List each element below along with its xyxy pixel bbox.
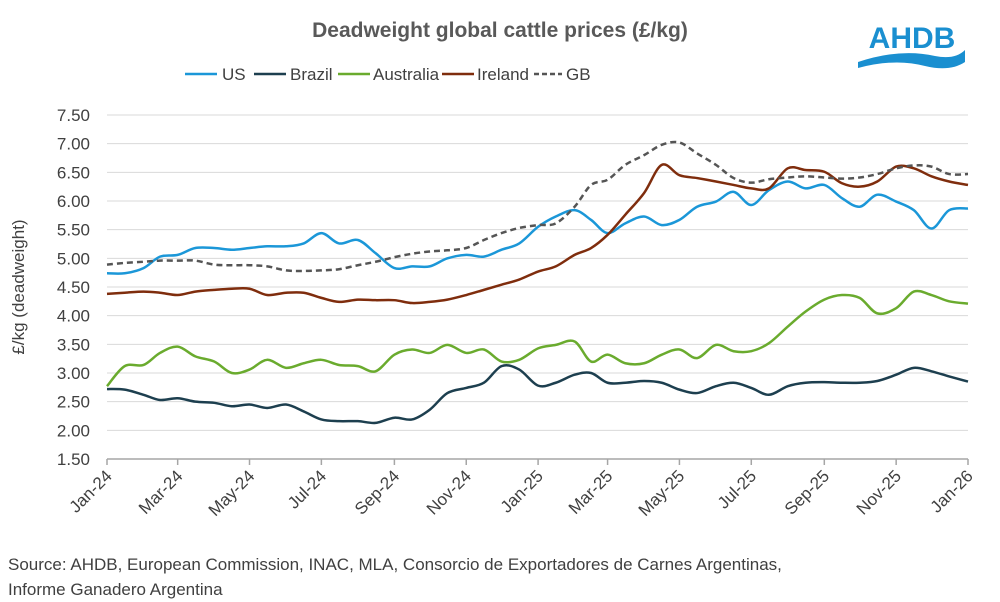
series-lines <box>106 140 969 425</box>
y-tick-label: 3.00 <box>57 364 90 383</box>
x-tick-label: Jul-25 <box>714 466 760 512</box>
y-tick-label: 7.50 <box>57 106 90 125</box>
legend-label-brazil: Brazil <box>290 65 333 84</box>
gridlines <box>107 114 968 460</box>
legend-label-ireland: Ireland <box>477 65 529 84</box>
x-tick-label: Jan-24 <box>66 466 116 516</box>
y-axis-label: £/kg (deadweight) <box>9 219 28 354</box>
x-tick-label: Jan-25 <box>497 466 547 516</box>
x-tick-label: Sep-25 <box>781 466 833 518</box>
source-note: Source: AHDB, European Commission, INAC,… <box>8 555 782 599</box>
y-tick-label: 5.50 <box>57 221 90 240</box>
y-tick-label: 6.50 <box>57 163 90 182</box>
series-line-us <box>106 180 969 275</box>
y-tick-label: 3.50 <box>57 335 90 354</box>
logo-wave <box>858 50 965 69</box>
x-tick-label: May-25 <box>635 466 689 520</box>
y-tick-label: 2.00 <box>57 421 90 440</box>
y-axis-ticks: 1.50 2.00 2.50 3.00 3.50 4.00 4.50 5.00 5.50 6.00… <box>57 106 90 469</box>
y-tick-label: 4.00 <box>57 307 90 326</box>
x-tick-label: Nov-25 <box>853 466 905 518</box>
ahdb-logo: AHDB <box>858 22 965 69</box>
x-tick-label: Mar-24 <box>135 466 187 518</box>
y-tick-label: 5.00 <box>57 249 90 268</box>
chart-title: Deadweight global cattle prices (£/kg) <box>312 19 688 42</box>
series-line-australia <box>106 289 969 388</box>
y-tick-label: 4.50 <box>57 278 90 297</box>
x-tick-label: Jan-26 <box>927 466 977 516</box>
series-line-gb <box>106 140 969 273</box>
legend-label-us: US <box>222 65 246 84</box>
logo-text: AHDB <box>869 22 956 55</box>
legend: US Brazil Australia Ireland GB <box>185 65 591 84</box>
x-tick-label: Mar-25 <box>565 466 617 518</box>
x-axis-ticks: Jan-24 Mar-24 May-24 Jul-24 Sep-24 Nov-24 Jan-… <box>66 459 977 520</box>
x-tick-label: Nov-24 <box>423 466 475 518</box>
legend-label-gb: GB <box>566 65 591 84</box>
y-tick-label: 6.00 <box>57 192 90 211</box>
legend-label-australia: Australia <box>373 65 440 84</box>
series-line-brazil <box>106 364 969 425</box>
y-tick-label: 1.50 <box>57 450 90 469</box>
x-tick-label: Sep-24 <box>351 466 403 518</box>
x-tick-label: Jul-24 <box>284 466 330 512</box>
y-tick-label: 2.50 <box>57 393 90 412</box>
series-line-ireland <box>106 163 969 305</box>
y-tick-label: 7.00 <box>57 135 90 154</box>
x-tick-label: May-24 <box>205 466 259 520</box>
